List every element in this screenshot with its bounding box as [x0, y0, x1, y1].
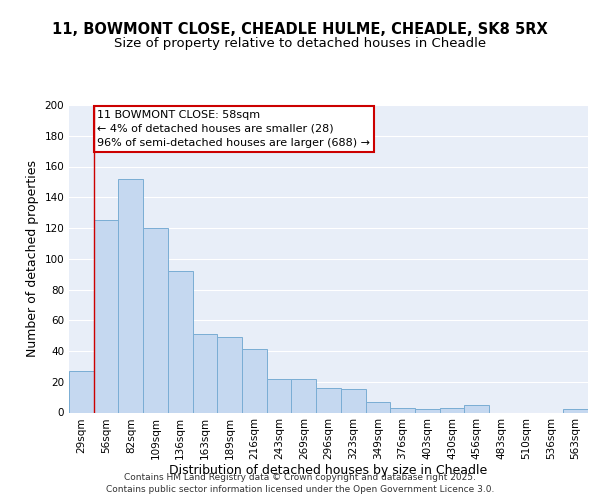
Bar: [267, 378, 292, 412]
X-axis label: Distribution of detached houses by size in Cheadle: Distribution of detached houses by size …: [169, 464, 488, 476]
Bar: [440, 408, 464, 412]
Text: Size of property relative to detached houses in Cheadle: Size of property relative to detached ho…: [114, 38, 486, 51]
Bar: [242, 350, 267, 412]
Bar: [193, 334, 217, 412]
Text: 11, BOWMONT CLOSE, CHEADLE HULME, CHEADLE, SK8 5RX: 11, BOWMONT CLOSE, CHEADLE HULME, CHEADL…: [52, 22, 548, 38]
Bar: [316, 388, 341, 412]
Bar: [390, 408, 415, 412]
Bar: [118, 179, 143, 412]
Y-axis label: Number of detached properties: Number of detached properties: [26, 160, 39, 357]
Bar: [69, 371, 94, 412]
Bar: [341, 390, 365, 412]
Bar: [292, 378, 316, 412]
Text: 11 BOWMONT CLOSE: 58sqm
← 4% of detached houses are smaller (28)
96% of semi-det: 11 BOWMONT CLOSE: 58sqm ← 4% of detached…: [97, 110, 370, 148]
Text: Contains HM Land Registry data © Crown copyright and database right 2025.
Contai: Contains HM Land Registry data © Crown c…: [106, 473, 494, 494]
Bar: [415, 410, 440, 412]
Bar: [217, 337, 242, 412]
Bar: [365, 402, 390, 412]
Bar: [563, 410, 588, 412]
Bar: [94, 220, 118, 412]
Bar: [143, 228, 168, 412]
Bar: [168, 271, 193, 412]
Bar: [464, 405, 489, 412]
